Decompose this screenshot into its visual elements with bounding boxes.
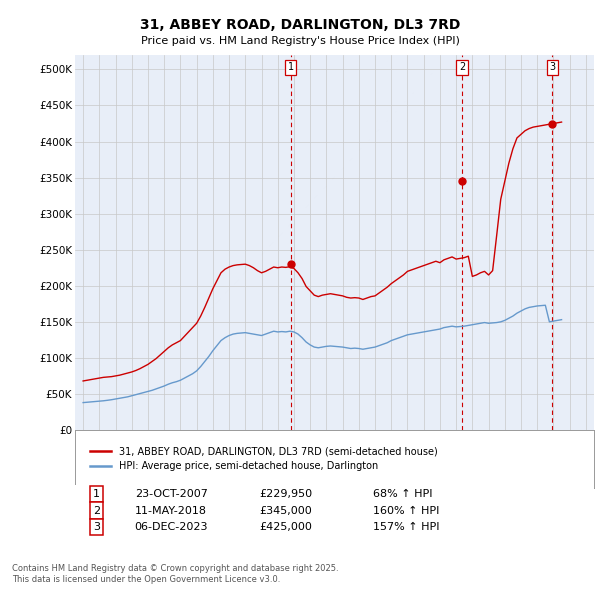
Text: 31, ABBEY ROAD, DARLINGTON, DL3 7RD: 31, ABBEY ROAD, DARLINGTON, DL3 7RD <box>140 18 460 32</box>
Text: 11-MAY-2018: 11-MAY-2018 <box>134 506 206 516</box>
Text: 157% ↑ HPI: 157% ↑ HPI <box>373 522 440 532</box>
Text: £425,000: £425,000 <box>259 522 312 532</box>
Text: 1: 1 <box>288 63 294 73</box>
Text: 3: 3 <box>93 522 100 532</box>
Text: 3: 3 <box>549 63 556 73</box>
Text: 06-DEC-2023: 06-DEC-2023 <box>134 522 208 532</box>
Text: 2: 2 <box>459 63 465 73</box>
Text: 68% ↑ HPI: 68% ↑ HPI <box>373 489 433 499</box>
Text: Price paid vs. HM Land Registry's House Price Index (HPI): Price paid vs. HM Land Registry's House … <box>140 36 460 46</box>
Text: 23-OCT-2007: 23-OCT-2007 <box>134 489 208 499</box>
Text: 2: 2 <box>93 506 100 516</box>
Text: Contains HM Land Registry data © Crown copyright and database right 2025.
This d: Contains HM Land Registry data © Crown c… <box>12 565 338 584</box>
Text: £229,950: £229,950 <box>259 489 313 499</box>
Legend: 31, ABBEY ROAD, DARLINGTON, DL3 7RD (semi-detached house), HPI: Average price, s: 31, ABBEY ROAD, DARLINGTON, DL3 7RD (sem… <box>85 442 443 476</box>
Text: 160% ↑ HPI: 160% ↑ HPI <box>373 506 440 516</box>
Text: £345,000: £345,000 <box>259 506 312 516</box>
Text: 1: 1 <box>93 489 100 499</box>
